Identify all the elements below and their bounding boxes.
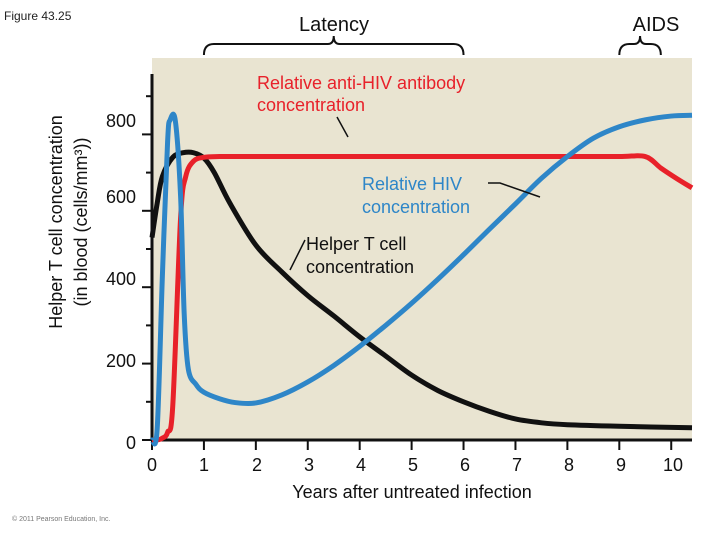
leader-tcell — [289, 239, 306, 271]
annotation-hiv-line2: concentration — [362, 197, 470, 217]
y-axis-title-units: in blood (cells/mm³) — [71, 143, 91, 300]
annotation-antibody-line1: Relative anti-HIV antibody — [257, 73, 465, 93]
phase-label-latency: Latency — [299, 14, 369, 36]
annotation-hiv-line1: Relative HIV — [362, 174, 462, 194]
y-tick-label-0: 0 — [126, 433, 136, 453]
annotation-leaders — [289, 116, 541, 271]
series — [149, 111, 694, 447]
x-tick-label-1: 1 — [199, 455, 209, 475]
x-tick-label-5: 5 — [408, 455, 418, 475]
y-tick-label-200: 200 — [106, 351, 136, 371]
x-axis-title: Years after untreated infection — [292, 482, 532, 502]
y-axis-title-line1: Helper T cell concentration — [46, 115, 66, 328]
x-tick-label-6: 6 — [460, 455, 470, 475]
annotation-antibody-line2: concentration — [257, 95, 365, 115]
plot-area — [152, 58, 692, 440]
leader-hiv — [488, 182, 541, 198]
annotation-tcell-line1: Helper T cell — [306, 234, 406, 254]
figure-label: Figure 43.25 — [4, 9, 72, 23]
brace-aids — [618, 35, 662, 56]
x-tick-label-8: 8 — [564, 455, 574, 475]
copyright-notice: © 2011 Pearson Education, Inc. — [12, 516, 111, 523]
series-tcell-line — [149, 149, 693, 431]
x-tick-label-9: 9 — [616, 455, 626, 475]
annotation-tcell-line2: concentration — [306, 257, 414, 277]
svg-text:(in blood (cells/mm³)): (in blood (cells/mm³)) — [71, 137, 91, 306]
series-antibody-line — [151, 153, 694, 443]
x-tick-label-4: 4 — [356, 455, 366, 475]
x-tick-label-3: 3 — [304, 455, 314, 475]
x-tick-label-2: 2 — [252, 455, 262, 475]
y-tick-label-800: 800 — [106, 111, 136, 131]
phase-label-aids: AIDS — [633, 14, 680, 36]
phase-braces — [202, 35, 662, 56]
y-axis-title-line2: (in blood (cells/mm³)) — [71, 137, 91, 306]
x-tick-label-0: 0 — [147, 455, 157, 475]
y-tick-label-600: 600 — [106, 187, 136, 207]
series-hiv-line — [149, 111, 693, 447]
brace-latency — [202, 35, 465, 56]
x-tick-label-7: 7 — [512, 455, 522, 475]
leader-antibody — [336, 116, 349, 138]
y-tick-label-400: 400 — [106, 269, 136, 289]
x-tick-label-10: 10 — [663, 455, 683, 475]
